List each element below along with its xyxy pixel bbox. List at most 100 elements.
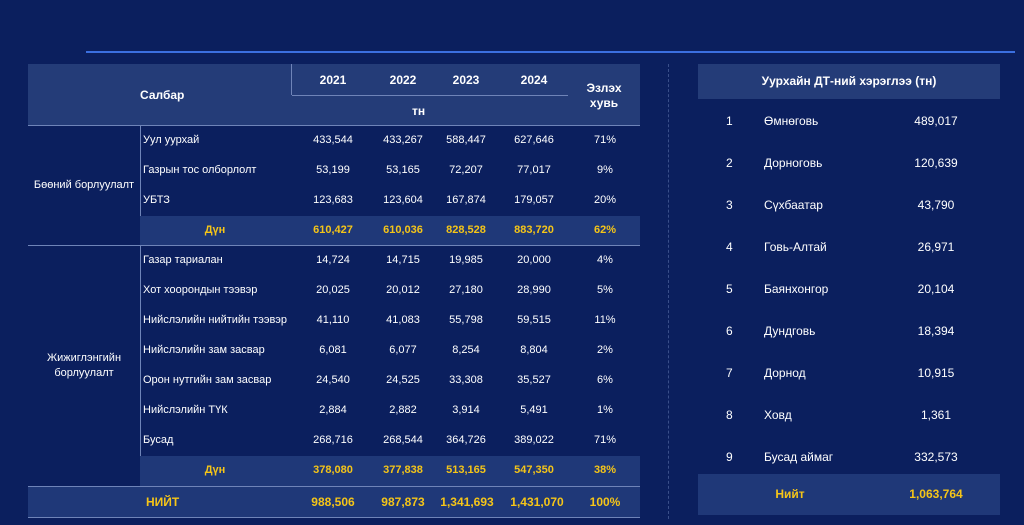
subtotal-label: Дүн [204, 224, 226, 236]
row-name: Нийслэлийн ТҮК [143, 404, 228, 416]
aimag-table-title: Уурхайн ДТ-ний хэрэглээ (тн) [698, 64, 1000, 99]
cell-2021: 41,110 [316, 314, 350, 326]
row-separator [28, 245, 640, 246]
cell-share: 38% [593, 464, 617, 476]
cell-share: 71% [593, 134, 617, 146]
cell-share: 1% [597, 404, 613, 416]
cell-share: 100% [589, 495, 621, 509]
rank-number: 3 [726, 198, 733, 212]
cell-2024: 28,990 [517, 284, 551, 296]
cell-2021: 2,884 [319, 404, 347, 416]
cell-2021: 24,540 [316, 374, 350, 386]
subtotal-row: Дүн 378,080 377,838 513,165 547,350 38% [140, 456, 640, 486]
aimag-name: Дорнод [764, 366, 806, 380]
top-accent-line [86, 51, 1015, 53]
list-item: 8 Ховд 1,361 [698, 394, 1000, 436]
year-header-2023: 2023 [452, 73, 480, 87]
row-name: Нийслэлийн зам засвар [143, 344, 265, 356]
aimag-value: 43,790 [917, 198, 955, 212]
row-name: Бусад [143, 434, 174, 446]
cell-2021: 14,724 [316, 254, 350, 266]
share-header: Эзлэх хувь [586, 81, 622, 110]
sector-header: Салбар [140, 88, 185, 102]
cell-2021: 268,716 [313, 434, 353, 446]
subtotal-label: Дүн [204, 464, 226, 476]
cell-2023: 513,165 [446, 464, 486, 476]
table-row: УБТЗ 123,683 123,604 167,874 179,057 20% [140, 186, 640, 216]
cell-2022: 610,036 [383, 224, 423, 236]
cell-2023: 588,447 [446, 134, 486, 146]
cell-share: 6% [597, 374, 613, 386]
grand-total-label: НИЙТ [146, 495, 180, 509]
header-divider [291, 64, 292, 95]
cell-2022: 41,083 [386, 314, 420, 326]
cell-2024: 883,720 [514, 224, 554, 236]
cell-share: 11% [594, 314, 616, 326]
subtotal-row: Дүн 610,427 610,036 828,528 883,720 62% [140, 216, 640, 246]
cell-share: 9% [597, 164, 613, 176]
table-row: Газрын тос олборлолт 53,199 53,165 72,20… [140, 156, 640, 186]
cell-2021: 433,544 [313, 134, 353, 146]
rank-number: 1 [726, 114, 733, 128]
aimag-name: Өмнөговь [764, 114, 819, 128]
cell-2024: 389,022 [514, 434, 554, 446]
cell-share: 62% [593, 224, 617, 236]
aimag-name: Говь-Алтай [764, 240, 827, 254]
rank-number: 5 [726, 282, 733, 296]
sales-table-header: Салбар 2021 2022 2023 2024 тн Эзлэх хувь [28, 64, 640, 125]
cell-2022: 53,165 [386, 164, 420, 176]
list-item: 7 Дорнод 10,915 [698, 352, 1000, 394]
aimag-value: 120,639 [914, 156, 958, 170]
table-row: Бусад 268,716 268,544 364,726 389,022 71… [140, 426, 640, 456]
cell-share: 4% [597, 254, 613, 266]
grand-total-row: НИЙТ 988,506 987,873 1,341,693 1,431,070… [28, 487, 640, 517]
cell-share: 20% [593, 194, 617, 206]
rank-number: 2 [726, 156, 733, 170]
cell-2023: 3,914 [452, 404, 480, 416]
aimag-value: 10,915 [917, 366, 955, 380]
aimag-total-value: 1,063,764 [909, 487, 963, 501]
cell-2024: 59,515 [517, 314, 551, 326]
cell-2024: 1,431,070 [510, 495, 564, 509]
rank-number: 7 [726, 366, 733, 380]
aimag-name: Ховд [764, 408, 792, 422]
cell-2023: 72,207 [449, 164, 483, 176]
cell-2022: 377,838 [383, 464, 423, 476]
cell-2021: 123,683 [313, 194, 353, 206]
table-row: Нийслэлийн нийтийн тээвэр 41,110 41,083 … [140, 306, 640, 336]
cell-2022: 433,267 [383, 134, 423, 146]
aimag-name: Бусад аймаг [764, 450, 834, 464]
row-separator [28, 125, 640, 126]
row-separator [28, 486, 640, 487]
cell-2023: 828,528 [446, 224, 486, 236]
cell-2023: 8,254 [452, 344, 480, 356]
row-name: Хот хоорондын тээвэр [143, 284, 258, 296]
year-header-2021: 2021 [319, 73, 347, 87]
list-item: 3 Сүхбаатар 43,790 [698, 184, 1000, 226]
aimag-name: Дорноговь [764, 156, 823, 170]
row-name: Нийслэлийн нийтийн тээвэр [143, 314, 288, 326]
aimag-name: Дундговь [764, 324, 816, 338]
row-name: УБТЗ [143, 194, 170, 206]
unit-label: тн [412, 104, 426, 118]
table-row: Уул уурхай 433,544 433,267 588,447 627,6… [140, 126, 640, 156]
row-name: Газрын тос олборлолт [143, 164, 257, 176]
list-item: 1 Өмнөговь 489,017 [698, 100, 1000, 142]
column-separator [140, 126, 141, 245]
cell-2023: 364,726 [446, 434, 486, 446]
rank-number: 4 [726, 240, 733, 254]
row-separator [28, 517, 640, 518]
row-name: Газар тариалан [143, 254, 223, 266]
header-underline [292, 95, 568, 96]
row-name: Уул уурхай [143, 134, 200, 146]
cell-2021: 988,506 [311, 495, 355, 509]
cell-2024: 35,527 [517, 374, 551, 386]
cell-2023: 167,874 [446, 194, 486, 206]
cell-share: 71% [593, 434, 617, 446]
cell-2022: 14,715 [386, 254, 420, 266]
cell-2022: 268,544 [383, 434, 423, 446]
cell-2022: 24,525 [386, 374, 420, 386]
rank-number: 6 [726, 324, 733, 338]
aimag-value: 489,017 [914, 114, 958, 128]
cell-2022: 987,873 [381, 495, 425, 509]
